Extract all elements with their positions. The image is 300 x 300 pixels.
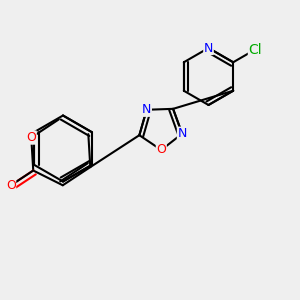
Text: N: N [204, 41, 213, 55]
Text: N: N [142, 103, 151, 116]
Text: O: O [156, 143, 166, 157]
Text: O: O [26, 131, 36, 144]
Text: O: O [6, 179, 16, 192]
Text: N: N [177, 127, 187, 140]
Text: Cl: Cl [248, 43, 262, 56]
